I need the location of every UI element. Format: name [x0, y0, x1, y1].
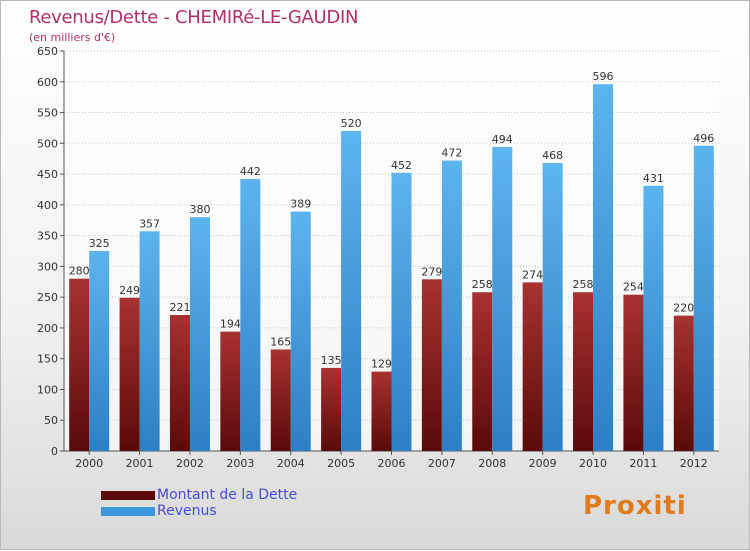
bar-dette [673, 315, 694, 451]
legend-item-dette: Montant de la Dette [101, 487, 297, 503]
x-tick-label: 2004 [277, 457, 305, 470]
bar-revenus [391, 172, 412, 451]
data-label-dette: 258 [573, 278, 594, 291]
x-tick-label: 2001 [126, 457, 154, 470]
chart-title: Revenus/Dette - CHEMIRé-LE-GAUDIN [29, 7, 359, 28]
data-label-dette: 165 [270, 335, 291, 348]
brand-text: Proxiti [583, 491, 687, 521]
legend-label-revenus: Revenus [157, 503, 217, 519]
bar-dette [119, 297, 140, 451]
bar-revenus [290, 211, 311, 451]
data-label-revenus: 494 [492, 133, 513, 146]
bar-dette [371, 371, 392, 451]
y-tick-label: 300 [37, 260, 58, 273]
x-tick-label: 2005 [327, 457, 355, 470]
data-label-revenus: 496 [693, 132, 714, 145]
data-label-dette: 220 [673, 302, 694, 315]
bar-dette [573, 292, 594, 451]
bar-revenus [341, 131, 362, 451]
y-tick-label: 50 [44, 414, 58, 427]
x-tick-label: 2002 [176, 457, 204, 470]
y-tick-label: 450 [37, 168, 58, 181]
y-tick-label: 400 [37, 199, 58, 212]
data-label-revenus: 325 [89, 237, 110, 250]
data-label-revenus: 389 [290, 198, 311, 211]
data-label-dette: 280 [69, 265, 90, 278]
bar-dette [220, 331, 241, 451]
bar-revenus [441, 160, 462, 452]
bar-revenus [139, 231, 160, 451]
y-tick-label: 550 [37, 107, 58, 120]
proxiti-logo: Proxiti [583, 491, 687, 521]
legend-label-dette: Montant de la Dette [157, 487, 298, 503]
legend-swatch-dette [101, 490, 155, 500]
data-label-dette: 194 [220, 318, 241, 331]
y-tick-label: 0 [51, 445, 58, 458]
legend-item-revenus: Revenus [101, 503, 297, 519]
bar-revenus [542, 163, 563, 451]
y-tick-label: 650 [37, 45, 58, 58]
bar-revenus [693, 145, 714, 451]
bar-revenus [643, 185, 664, 451]
bar-dette [270, 349, 291, 451]
data-label-revenus: 520 [341, 117, 362, 130]
data-label-revenus: 442 [240, 165, 261, 178]
bar-dette [421, 279, 442, 451]
data-label-dette: 279 [421, 265, 442, 278]
chart-subtitle: (en milliers d'€) [29, 31, 116, 44]
y-tick-label: 200 [37, 322, 58, 335]
data-label-revenus: 380 [189, 203, 210, 216]
bar-dette [623, 294, 644, 451]
data-label-revenus: 431 [643, 172, 664, 185]
x-tick-label: 2007 [428, 457, 456, 470]
x-tick-label: 2008 [478, 457, 506, 470]
data-label-revenus: 452 [391, 159, 412, 172]
data-label-dette: 135 [321, 354, 342, 367]
x-tick-label: 2006 [378, 457, 406, 470]
bar-dette [321, 367, 342, 451]
y-tick-label: 100 [37, 383, 58, 396]
data-label-revenus: 357 [139, 217, 160, 230]
bar-dette [69, 278, 90, 451]
bar-dette [169, 315, 190, 451]
x-tick-label: 2012 [680, 457, 708, 470]
y-tick-label: 250 [37, 291, 58, 304]
data-label-dette: 249 [119, 284, 140, 297]
data-label-revenus: 472 [441, 147, 462, 160]
bar-revenus [89, 251, 110, 451]
y-tick-label: 500 [37, 137, 58, 150]
y-tick-label: 600 [37, 76, 58, 89]
data-label-revenus: 468 [542, 149, 563, 162]
data-label-dette: 221 [169, 301, 190, 314]
data-label-dette: 254 [623, 281, 644, 294]
legend: Montant de la Dette Revenus [101, 487, 297, 519]
bar-revenus [492, 147, 513, 451]
y-tick-label: 350 [37, 230, 58, 243]
bar-dette [472, 292, 493, 451]
y-tick-label: 150 [37, 353, 58, 366]
x-tick-label: 2011 [629, 457, 657, 470]
bar-revenus [240, 179, 261, 451]
data-label-dette: 274 [522, 268, 543, 281]
data-label-dette: 258 [472, 278, 493, 291]
legend-swatch-revenus [101, 506, 155, 516]
x-tick-label: 2003 [226, 457, 254, 470]
bar-dette [522, 282, 543, 451]
bar-revenus [593, 84, 614, 451]
data-label-revenus: 596 [593, 70, 614, 83]
x-tick-label: 2010 [579, 457, 607, 470]
data-label-dette: 129 [371, 358, 392, 371]
bar-revenus [189, 217, 210, 451]
x-tick-label: 2009 [529, 457, 557, 470]
x-tick-label: 2000 [75, 457, 103, 470]
